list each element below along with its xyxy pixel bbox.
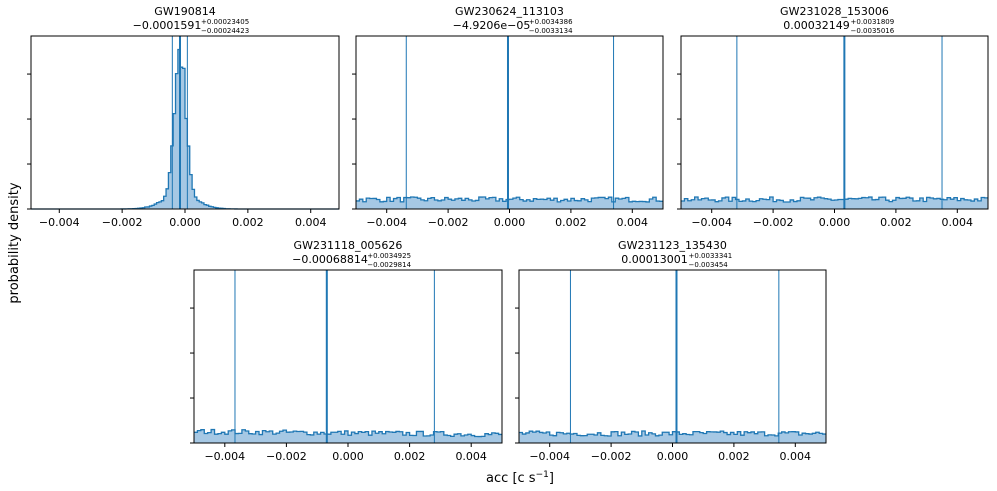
x-tick-label: −0.004 — [39, 216, 80, 229]
x-tick-label: 0.002 — [394, 450, 426, 463]
x-tick-label: 0.004 — [942, 216, 974, 229]
x-axis-label: acc [c s−1] — [486, 470, 554, 486]
upper-error: +0.0034386 — [529, 18, 573, 26]
histogram-fill — [519, 431, 826, 443]
x-tick-label: 0.002 — [880, 216, 912, 229]
panel-title: GW190814 — [154, 5, 215, 18]
x-tick-label: 0.002 — [232, 216, 264, 229]
histogram-fill — [194, 429, 502, 443]
x-tick-label: −0.002 — [753, 216, 794, 229]
x-tick-label: 0.002 — [718, 450, 750, 463]
panel-title: GW231123_135430 — [618, 239, 727, 252]
x-tick-label: 0.004 — [455, 450, 487, 463]
histogram-outline — [681, 196, 988, 203]
panel-title: GW230624_113103 — [455, 5, 564, 18]
panel-GW190814: GW190814−0.0001591 +0.00023405−0.00024423… — [27, 5, 340, 229]
median-value: −0.0001591 — [133, 19, 202, 32]
x-tick-label: 0.000 — [169, 216, 201, 229]
histogram-fill — [681, 197, 988, 209]
x-tick-label: −0.004 — [204, 450, 245, 463]
lower-error: −0.0033134 — [529, 27, 573, 35]
lower-error: −0.0035016 — [851, 27, 895, 35]
upper-error: +0.0031809 — [851, 18, 895, 26]
upper-error: +0.0034925 — [367, 252, 411, 260]
x-tick-label: 0.000 — [494, 216, 526, 229]
histogram-outline — [356, 196, 663, 203]
lower-error: −0.00024423 — [201, 27, 249, 35]
x-tick-label: 0.004 — [295, 216, 327, 229]
median-value: 0.00013001 — [621, 253, 687, 266]
median-value: −4.9206e−05 — [453, 19, 531, 32]
lower-error: −0.003454 — [689, 261, 729, 269]
panel-title: GW231118_005626 — [294, 239, 403, 252]
x-tick-label: 0.000 — [332, 450, 364, 463]
histogram-outline — [194, 428, 502, 438]
x-tick-label: −0.004 — [366, 216, 407, 229]
median-value: −0.00068814 — [292, 253, 368, 266]
upper-error: +0.00023405 — [201, 18, 249, 26]
x-tick-label: 0.004 — [617, 216, 649, 229]
x-tick-label: −0.002 — [266, 450, 307, 463]
upper-error: +0.0033341 — [689, 252, 733, 260]
axes-frame — [193, 269, 503, 444]
x-tick-label: −0.002 — [102, 216, 143, 229]
x-tick-label: 0.002 — [555, 216, 587, 229]
histogram-fill — [31, 49, 339, 209]
lower-error: −0.0029814 — [367, 261, 411, 269]
axes-frame — [518, 269, 827, 444]
x-tick-label: −0.004 — [529, 450, 570, 463]
x-tick-label: 0.004 — [780, 450, 812, 463]
x-tick-label: 0.000 — [657, 450, 689, 463]
x-tick-label: −0.002 — [428, 216, 469, 229]
y-axis-label: probability density — [7, 182, 22, 303]
median-value: 0.00032149 — [783, 19, 849, 32]
panel-title: GW231028_153006 — [780, 5, 889, 18]
axes-frame — [355, 35, 664, 210]
panel-GW230624_113103: GW230624_113103−4.9206e−05+0.0034386−0.0… — [352, 5, 664, 229]
x-tick-label: −0.004 — [691, 216, 732, 229]
panel-GW231118_005626: GW231118_005626−0.00068814 +0.0034925−0.0… — [190, 239, 503, 463]
x-tick-label: −0.002 — [591, 450, 632, 463]
x-tick-label: 0.000 — [819, 216, 851, 229]
